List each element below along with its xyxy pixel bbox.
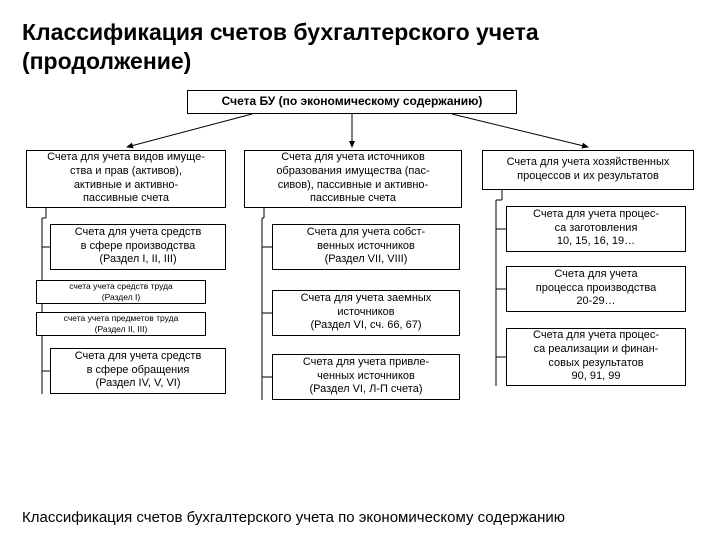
left-item-2: счета учета предметов труда (Раздел II, … (36, 312, 206, 336)
mid-item-2: Счета для учета привле- ченных источнико… (272, 354, 460, 400)
page-title: Классификация счетов бухгалтерского учет… (22, 18, 698, 76)
right-item-2: Счета для учета процес- са реализации и … (506, 328, 686, 386)
head-right: Счета для учета хозяйственных процессов … (482, 150, 694, 190)
right-item-1: Счета для учета процесса производства 20… (506, 266, 686, 312)
left-item-0: Счета для учета средств в сфере производ… (50, 224, 226, 270)
diagram-area: Счета БУ (по экономическому содержанию) С… (22, 90, 698, 490)
mid-item-0: Счета для учета собст- венных источников… (272, 224, 460, 270)
root-box: Счета БУ (по экономическому содержанию) (187, 90, 517, 114)
right-item-0: Счета для учета процес- са заготовления … (506, 206, 686, 252)
left-item-3: Счета для учета средств в сфере обращени… (50, 348, 226, 394)
caption: Классификация счетов бухгалтерского учет… (22, 509, 698, 526)
mid-item-1: Счета для учета заемных источников (Разд… (272, 290, 460, 336)
left-item-1: счета учета средств труда (Раздел I) (36, 280, 206, 304)
head-left: Счета для учета видов имуще- ства и прав… (26, 150, 226, 208)
head-mid: Счета для учета источников образования и… (244, 150, 462, 208)
